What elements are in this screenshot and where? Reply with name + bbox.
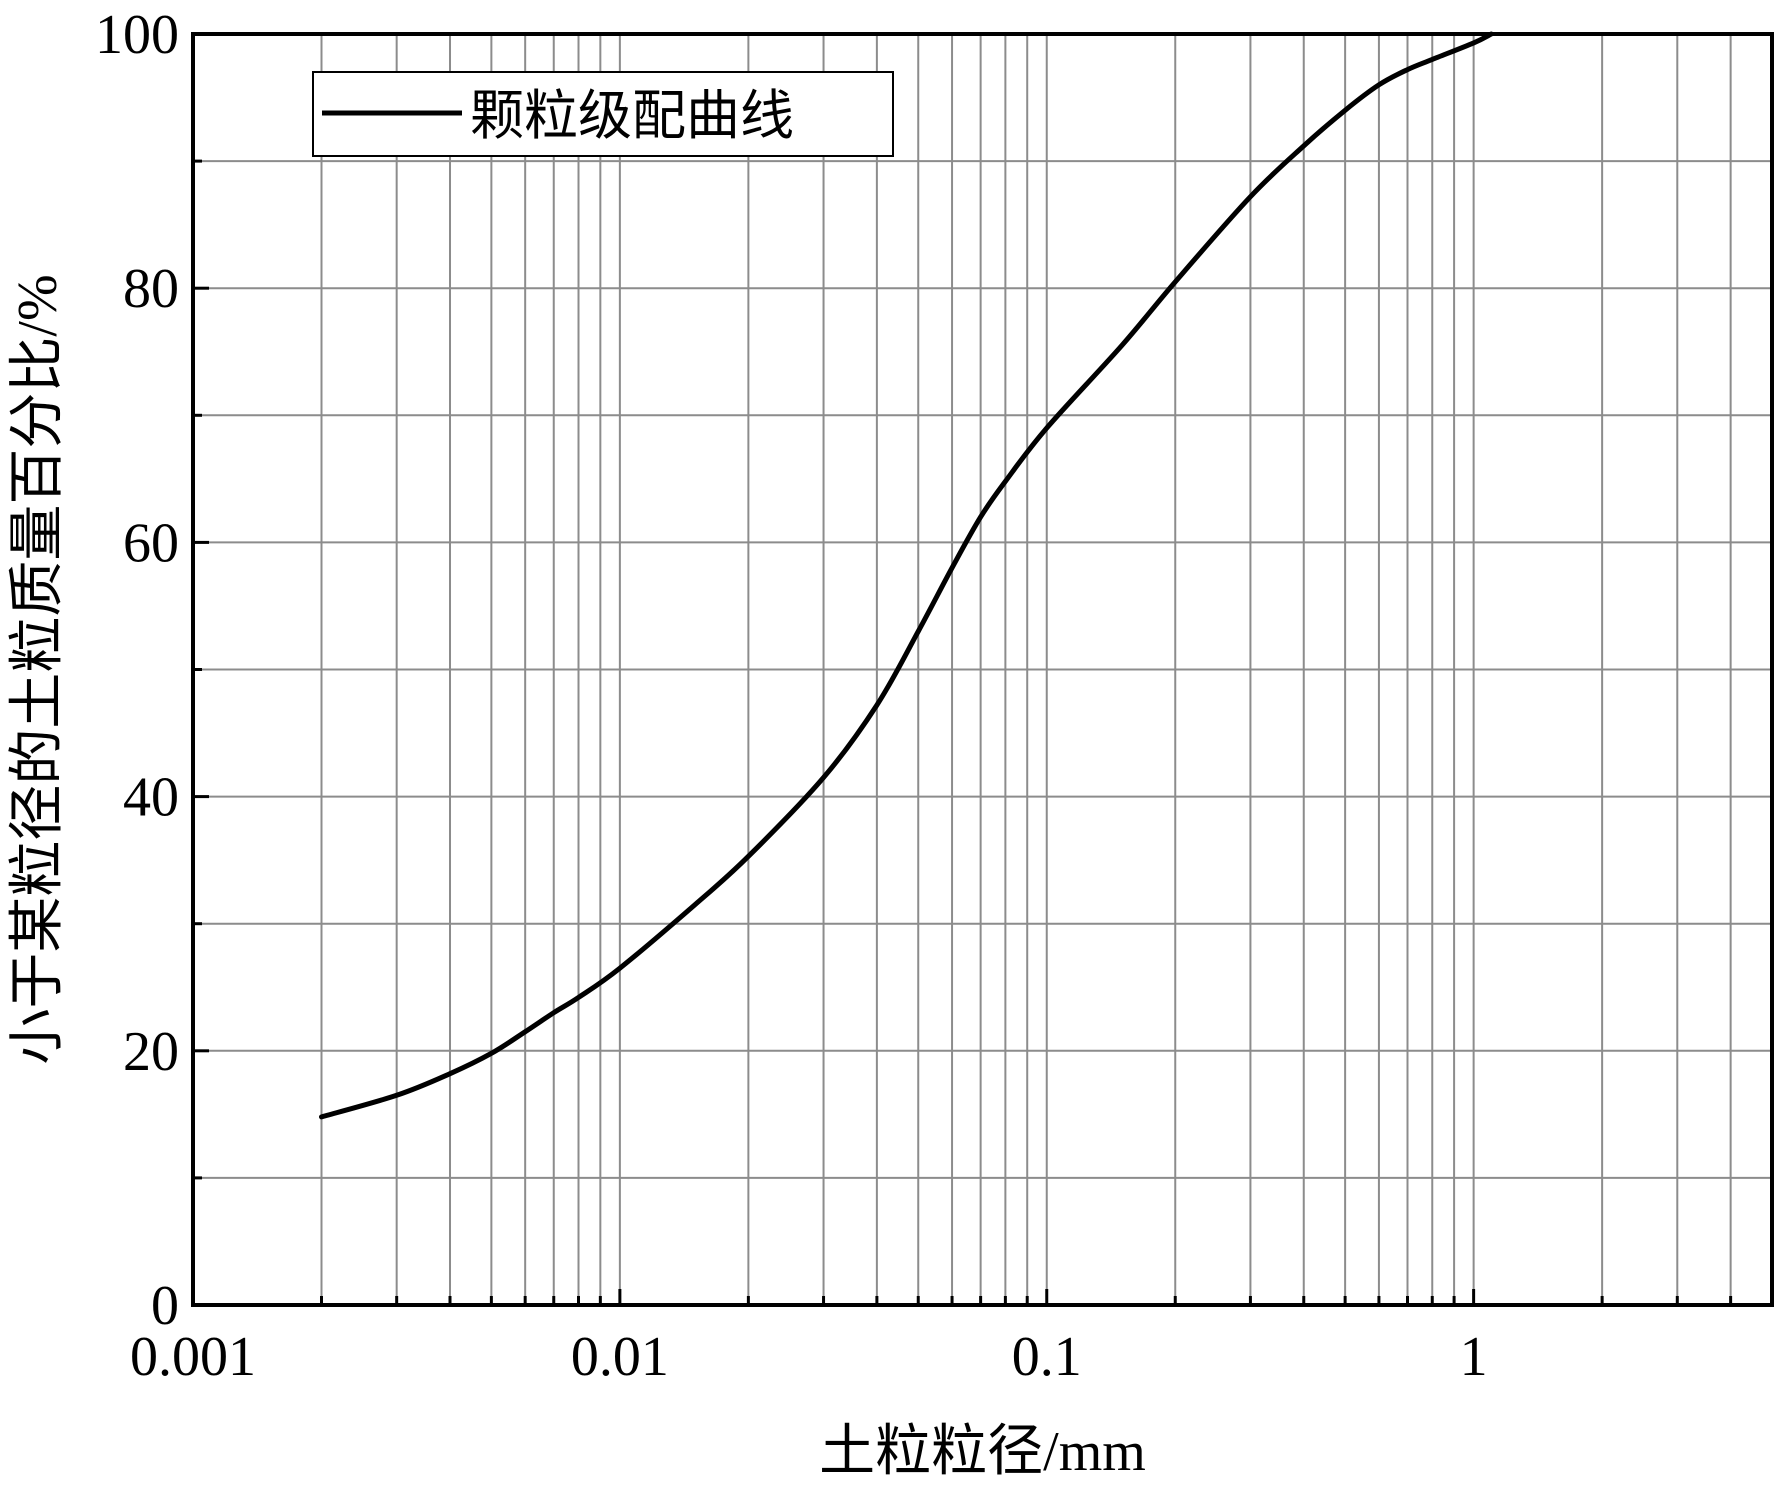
legend-label: 颗粒级配曲线	[470, 86, 794, 146]
x-axis-label: 土粒粒径/mm	[819, 1421, 1146, 1483]
y-tick-label: 100	[95, 4, 179, 66]
x-tick-label: 0.01	[571, 1326, 669, 1388]
x-tick-label: 0.1	[1012, 1326, 1082, 1388]
y-axis-label: 小于某粒径的土粒质量百分比/%	[7, 274, 69, 1064]
y-tick-label: 0	[151, 1275, 179, 1337]
x-tick-label: 1	[1460, 1326, 1488, 1388]
ticks	[191, 32, 1774, 1307]
grid	[193, 34, 1772, 1305]
x-tick-labels: 0.001 0.01 0.1 1	[130, 1326, 1488, 1388]
y-tick-labels: 0 20 40 60 80 100	[95, 4, 179, 1337]
y-tick-label: 40	[123, 767, 179, 829]
legend: 颗粒级配曲线	[312, 71, 894, 157]
y-tick-label: 20	[123, 1021, 179, 1083]
x-tick-label: 0.001	[130, 1326, 256, 1388]
y-tick-label: 60	[123, 512, 179, 574]
series-layer	[319, 31, 1494, 1120]
series-line	[319, 31, 1494, 1120]
y-tick-label: 80	[123, 258, 179, 320]
